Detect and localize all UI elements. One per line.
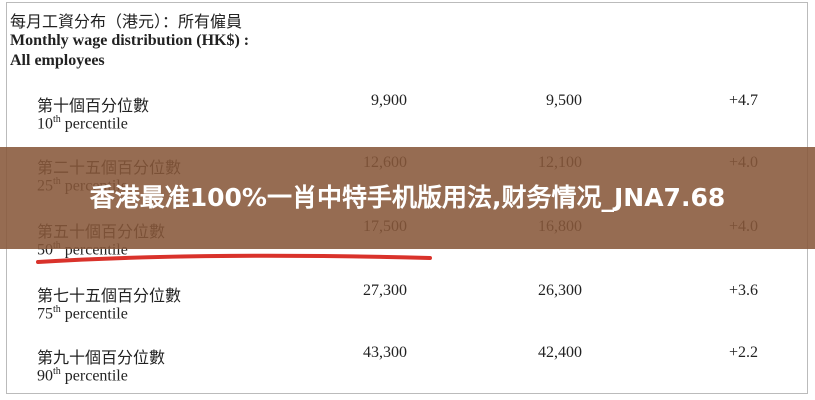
title-zh: 每月工資分布（港元）：所有僱員: [10, 14, 243, 31]
title-en: Monthly wage distribution (HK$) :: [10, 32, 250, 49]
label-en: 10th percentile: [37, 114, 128, 133]
value-2019: 27,300: [363, 282, 407, 299]
label-word: percentile: [64, 367, 128, 385]
ordinal: 90: [37, 367, 53, 385]
value-2018: 42,400: [538, 344, 582, 361]
label-word: percentile: [64, 115, 128, 133]
value-2018: 26,300: [538, 282, 582, 299]
change: +4.7: [728, 92, 758, 109]
ordinal-suffix: th: [53, 366, 61, 377]
change: +3.6: [728, 282, 758, 299]
ordinal-suffix: th: [53, 114, 61, 125]
label-zh: 第十個百分位數: [37, 98, 150, 115]
banner: 香港最准100%一肖中特手机版用法,财务情况_JNA7.68: [0, 147, 815, 249]
ordinal-suffix: th: [53, 304, 61, 315]
label-en: 90th percentile: [37, 366, 128, 385]
label-zh: 第七十五個百分位數: [37, 288, 182, 305]
label-word: percentile: [64, 305, 128, 323]
value-2019: 9,900: [371, 92, 407, 109]
ordinal: 10: [37, 115, 53, 133]
ordinal: 75: [37, 305, 53, 323]
value-2019: 43,300: [363, 344, 407, 361]
banner-text: 香港最准100%一肖中特手机版用法,财务情况_JNA7.68: [89, 183, 726, 212]
label-en: 75th percentile: [37, 304, 128, 323]
red-underline: [36, 253, 432, 264]
change: +2.2: [728, 344, 758, 361]
subtitle-en: All employees: [10, 52, 105, 69]
label-zh: 第九十個百分位數: [37, 350, 166, 367]
value-2018: 9,500: [546, 92, 582, 109]
